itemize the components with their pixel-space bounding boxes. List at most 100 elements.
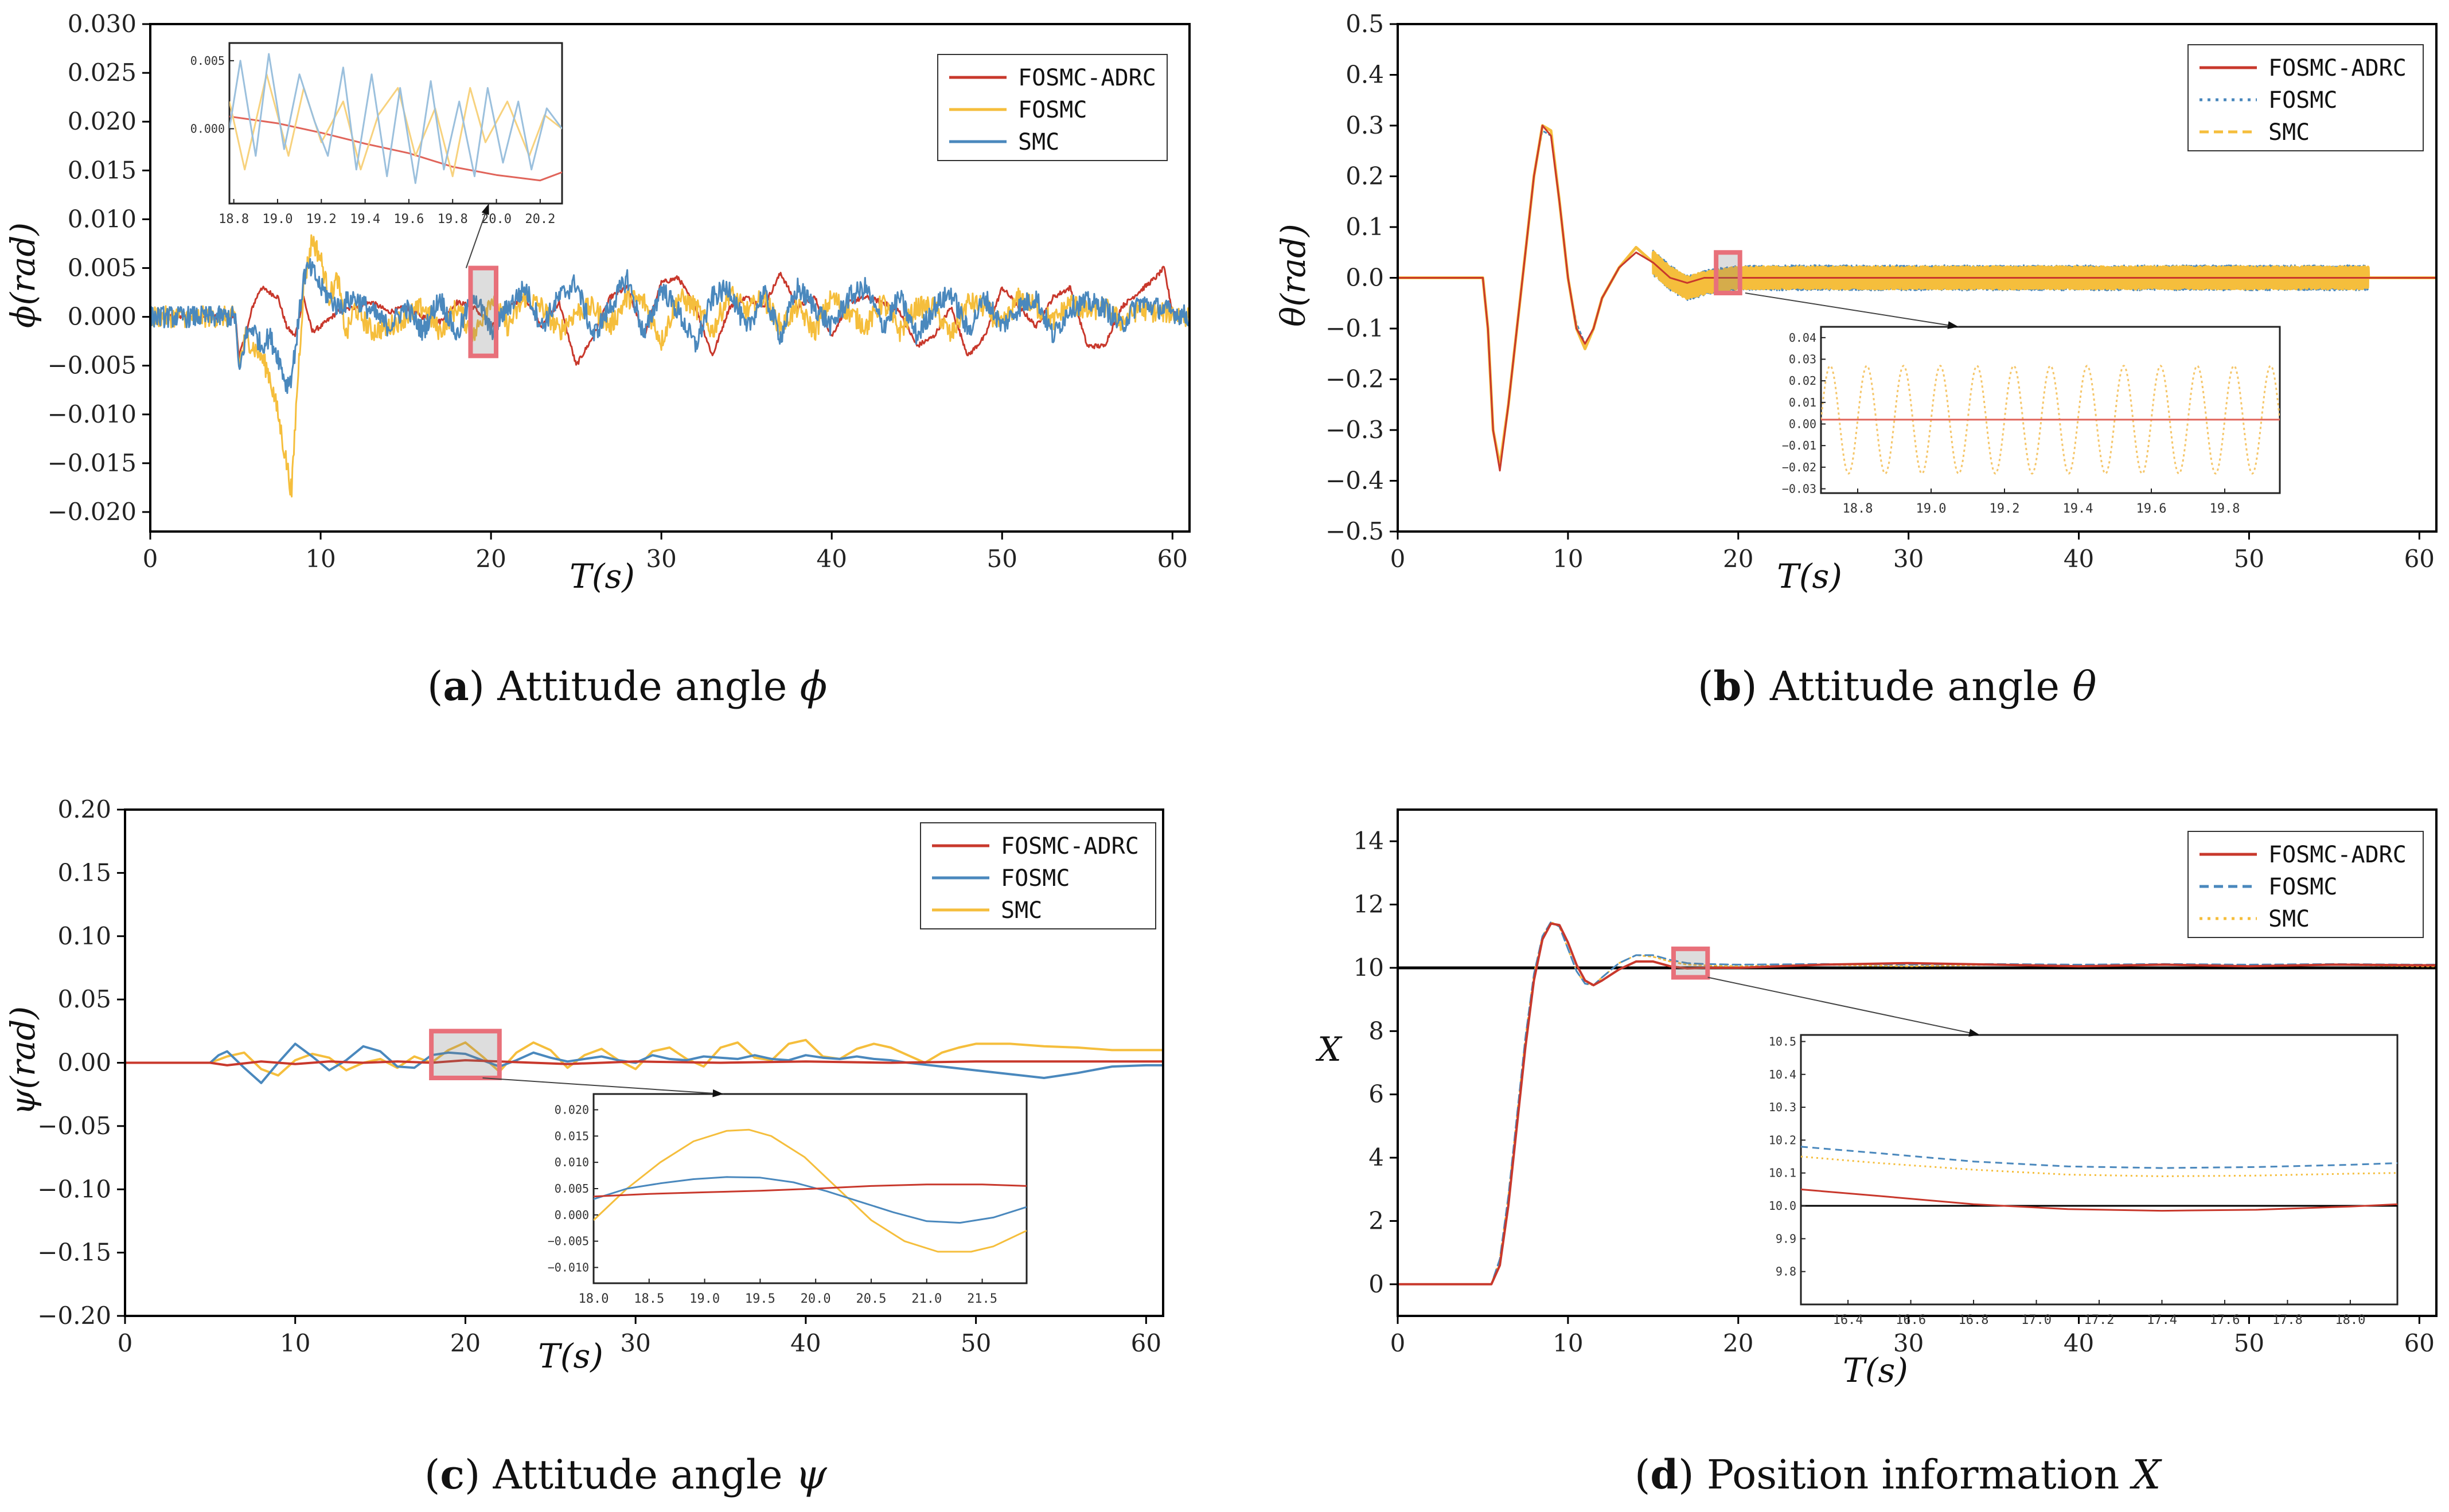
plot-frame <box>149 23 1191 533</box>
inset-x-tick-label: 16.4 <box>1833 1313 1863 1327</box>
legend-label: SMC <box>1001 897 1042 924</box>
y-tick-label: −0.20 <box>37 1302 111 1330</box>
x-axis-label: T(s) <box>570 557 635 596</box>
x-axis-label: T(s) <box>538 1337 603 1376</box>
inset-x-tick-label: 20.0 <box>481 212 512 226</box>
x-tick-label: 20 <box>1723 545 1753 573</box>
x-tick-label: 20 <box>1723 1329 1753 1357</box>
y-tick-label: −0.015 <box>48 449 137 477</box>
y-tick-label: 0.15 <box>57 858 111 886</box>
legend-label: FOSMC-ADRC <box>2268 55 2407 81</box>
legend: FOSMC-ADRC FOSMC SMC <box>937 54 1168 161</box>
inset-y-tick-label: 0.015 <box>555 1129 589 1143</box>
inset-y-tick-label: −0.005 <box>548 1234 589 1248</box>
inset-y-tick-label: 0.04 <box>1789 331 1816 345</box>
caption-b: (b) Attitude angle θ <box>1698 662 2097 710</box>
y-tick-label: 12 <box>1354 890 1384 919</box>
y-tick-label: −0.15 <box>37 1238 111 1267</box>
inset-y-tick-label: 0.005 <box>555 1182 589 1195</box>
inset-line-smc <box>594 1128 1027 1253</box>
inset-x-tick-label: 20.5 <box>856 1292 886 1306</box>
y-tick-label: −0.4 <box>1325 467 1384 495</box>
x-tick-label: 50 <box>987 545 1017 573</box>
legend: FOSMC-ADRC FOSMC SMC <box>2187 831 2424 938</box>
zoom-box <box>429 1029 502 1080</box>
y-tick-label: 0.5 <box>1346 10 1384 38</box>
connector-line <box>465 203 490 268</box>
inset-x-tick-label: 20.2 <box>525 212 555 226</box>
inset-y-tick-label: 10.3 <box>1769 1100 1796 1114</box>
inset-series <box>229 53 562 184</box>
y-tick-label: −0.05 <box>37 1112 111 1140</box>
series-line-smc <box>150 258 1190 394</box>
y-tick-label: 0.05 <box>57 985 111 1013</box>
inset-series <box>1801 1146 2397 1212</box>
inset-y-tick-label: 0.000 <box>190 122 225 135</box>
inset-x-tick-label: 18.0 <box>579 1292 609 1306</box>
y-tick-label: 0.2 <box>1346 162 1384 190</box>
y-tick-label: −0.10 <box>37 1175 111 1203</box>
y-tick-label: 6 <box>1368 1080 1384 1108</box>
inset: 18.8 19.0 19.2 19.4 19.6 19.8 20.0 20.2 0.000 0.0… <box>190 42 563 226</box>
legend-box <box>2187 44 2424 151</box>
legend: FOSMC-ADRC FOSMC SMC <box>2187 44 2424 151</box>
y-tick-label: 8 <box>1368 1017 1384 1045</box>
legend-label: FOSMC-ADRC <box>2268 842 2407 868</box>
connector-arrowhead <box>1968 1029 1980 1037</box>
inset-x-tick-label: 18.8 <box>219 212 249 226</box>
y-tick-label: −0.3 <box>1325 416 1384 444</box>
inset-line-fosmc <box>229 73 562 177</box>
zoom-box <box>468 265 499 358</box>
x-tick-label: 30 <box>646 545 676 573</box>
series-group <box>1398 921 2436 1286</box>
x-tick-label: 50 <box>2234 1329 2264 1357</box>
x-tick-label: 10 <box>305 545 336 573</box>
inset-series <box>594 1128 1027 1253</box>
x-tick-label: 30 <box>1893 1329 1924 1357</box>
inset-x-tick-label: 19.6 <box>2136 502 2167 516</box>
inset-line-smc <box>1821 365 2280 475</box>
y-tick-label: 0 <box>1368 1270 1384 1298</box>
x-tick-label: 0 <box>118 1329 133 1357</box>
inset-x-tick-label: 18.5 <box>634 1292 664 1306</box>
inset-y-tick-label: −0.03 <box>1782 482 1816 495</box>
x-tick-label: 30 <box>1893 545 1924 573</box>
x-axis-label: T(s) <box>1777 557 1842 596</box>
y-tick-label: 0.20 <box>57 795 111 823</box>
inset-x-tick-label: 19.5 <box>745 1292 775 1306</box>
chart-a: 0 10 20 30 40 50 60 −0.020 −0.015 −0.010 −0.005 0.0… <box>3 10 1191 596</box>
legend-label: SMC <box>2268 906 2310 932</box>
inset-x-tick-label: 19.0 <box>1916 502 1947 516</box>
inset-series <box>1821 365 2280 475</box>
caption-d: (d) Position information X <box>1635 1451 2161 1498</box>
inset: 16.4 16.6 16.8 17.0 17.2 17.4 17.6 17.8 18.0 9.8 9… <box>1769 1034 2399 1327</box>
y-tick-label: 0.010 <box>68 205 137 233</box>
inset-y-tick-label: −0.01 <box>1782 439 1816 452</box>
series-line-smc <box>1398 921 2436 1286</box>
inset-x-tick-label: 16.6 <box>1896 1313 1926 1327</box>
y-tick-label: 10 <box>1354 954 1384 982</box>
x-tick-label: 60 <box>2404 1329 2435 1357</box>
inset-x-tick-label: 19.6 <box>393 212 424 226</box>
inset-x-tick-label: 19.8 <box>438 212 468 226</box>
y-tick-label: 2 <box>1368 1206 1384 1234</box>
inset-x-tick-label: 19.0 <box>689 1292 720 1306</box>
y-tick-label: 0.030 <box>68 10 137 38</box>
y-tick-label: 0.0 <box>1346 264 1384 292</box>
y-tick-label: −0.5 <box>1325 517 1384 545</box>
inset-y-tick-label: 0.01 <box>1789 396 1816 409</box>
y-tick-label: −0.005 <box>48 351 137 380</box>
legend-label: FOSMC-ADRC <box>1018 65 1156 91</box>
inset-frame <box>1800 1034 2399 1306</box>
inset-line-fosmc <box>594 1176 1027 1224</box>
legend-label: SMC <box>1018 129 1059 155</box>
legend-box <box>2187 831 2424 938</box>
inset-y-tick-label: 0.020 <box>555 1103 589 1117</box>
y-tick-label: 0.015 <box>68 156 137 184</box>
inset-y-tick-label: 0.010 <box>555 1155 589 1169</box>
y-tick-label: −0.010 <box>48 400 137 428</box>
x-tick-label: 40 <box>790 1329 821 1357</box>
x-tick-label: 10 <box>1553 545 1583 573</box>
connector-arrowhead <box>481 204 489 215</box>
inset-x-tick-label: 19.4 <box>350 212 380 226</box>
